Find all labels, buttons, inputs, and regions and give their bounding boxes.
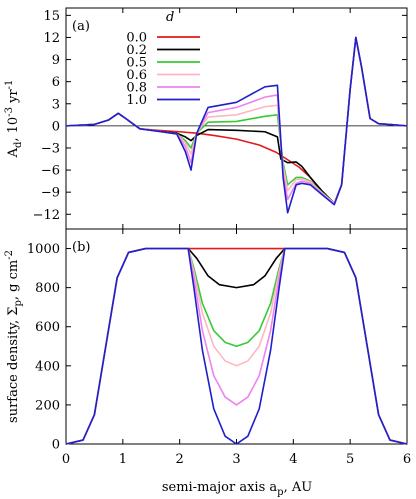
legend-label-0.0: 0.0 <box>126 31 147 46</box>
legend-label-0.5: 0.5 <box>126 56 147 71</box>
y-tick-label: 0 <box>52 119 60 134</box>
y-tick-label: −12 <box>33 208 60 223</box>
x-tick-label: 2 <box>176 452 184 467</box>
x-tick-label: 6 <box>403 452 411 467</box>
y-tick-label: 200 <box>35 398 60 413</box>
panel-b: 0 200 400 600 800 1000 (b) surface density, Σp,… <box>4 228 408 453</box>
legend-label-0.2: 0.2 <box>126 43 147 58</box>
y-tick-label: 9 <box>52 53 60 68</box>
y-tick-label: 6 <box>52 75 60 90</box>
series-line-0.0 <box>65 36 408 205</box>
series-line-1.0 <box>65 247 408 445</box>
x-axis-title: semi-major axis ap, AU <box>162 480 312 498</box>
y-tick-label: 800 <box>35 281 60 296</box>
y-tick-label: 3 <box>52 97 60 112</box>
y-tick-label: 15 <box>43 9 60 24</box>
series-line-0.5 <box>65 36 408 205</box>
y-tick-label: −9 <box>41 186 60 201</box>
x-tick-label: 1 <box>119 452 127 467</box>
y-tick-label: 600 <box>35 320 60 335</box>
legend-label-0.6: 0.6 <box>126 68 147 83</box>
plot-frame-1 <box>65 228 408 445</box>
y-axis-title: surface density, Σp, g cm-2 <box>4 250 24 423</box>
x-tick-label: 0 <box>62 452 70 467</box>
legend-label-1.0: 1.0 <box>126 93 147 108</box>
y-tick-label: −6 <box>41 164 60 179</box>
y-tick-label: 0 <box>52 438 60 453</box>
x-tick-label: 3 <box>232 452 240 467</box>
panel-a: −12 −9 −6 −3 0 3 6 9 12 15 (a) Ad, 10-3 yr-1 <box>4 7 408 230</box>
x-tick-label: 4 <box>289 452 297 467</box>
legend-title: d <box>166 10 174 25</box>
y-tick-label: 400 <box>35 359 60 374</box>
y-tick-label: −3 <box>41 141 60 156</box>
x-tick-label: 5 <box>346 452 354 467</box>
y-tick-label: 12 <box>43 31 60 46</box>
x-axis: semi-major axis ap, AU 0 1 2 3 4 5 6 <box>62 452 411 498</box>
legend-label-0.8: 0.8 <box>126 81 147 96</box>
legend: d 0.00.20.50.60.81.0 <box>126 10 200 108</box>
panel-tag: (a) <box>72 19 90 34</box>
series-line-0.6 <box>65 36 408 205</box>
y-axis-title: Ad, 10-3 yr-1 <box>4 80 24 159</box>
series-line-1.0 <box>65 36 408 214</box>
y-tick-label: 1000 <box>27 242 60 257</box>
series-line-0.2 <box>65 36 408 205</box>
panel-tag: (b) <box>72 240 90 255</box>
